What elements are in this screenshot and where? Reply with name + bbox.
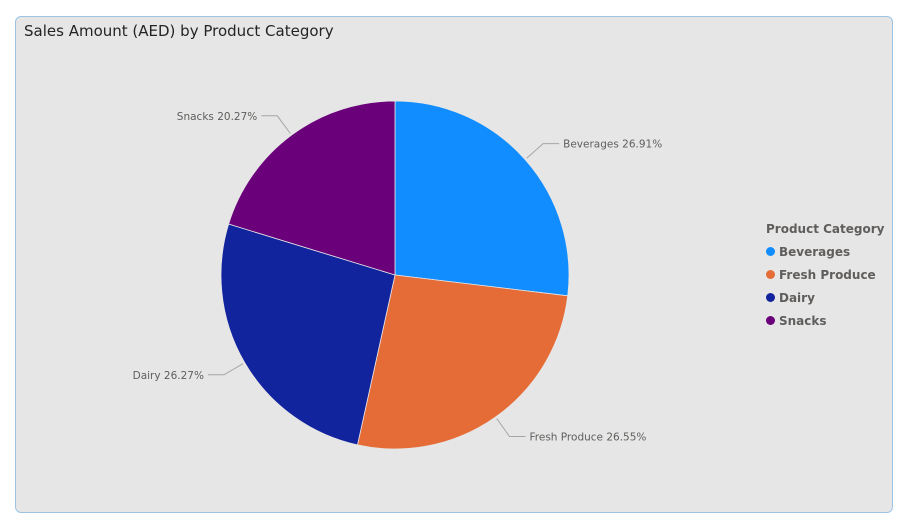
legend-label: Dairy (779, 290, 815, 305)
legend-item-beverages[interactable]: Beverages (766, 240, 884, 263)
data-label-dairy: Dairy 26.27% (133, 370, 204, 382)
legend: Product Category Beverages Fresh Produce D… (766, 222, 884, 332)
legend-label: Beverages (779, 244, 851, 259)
legend-marker-icon (766, 293, 775, 302)
pie-slice-snacks[interactable] (228, 100, 396, 276)
legend-label: Fresh Produce (779, 267, 876, 282)
data-label-fresh-produce: Fresh Produce 26.55% (530, 432, 647, 444)
pie-slice-fresh-produce[interactable] (356, 274, 569, 450)
data-label-beverages: Beverages 26.91% (563, 139, 662, 151)
data-label-snacks: Snacks 20.27% (177, 111, 257, 123)
leader-line-fresh-produce (496, 418, 526, 438)
pie-slice-dairy[interactable] (220, 223, 396, 446)
legend-item-snacks[interactable]: Snacks (766, 309, 884, 332)
legend-marker-icon (766, 270, 775, 279)
leader-line-beverages (526, 143, 560, 159)
legend-item-fresh-produce[interactable]: Fresh Produce (766, 263, 884, 286)
legend-title: Product Category (766, 222, 885, 236)
legend-marker-icon (766, 316, 775, 325)
leader-line-snacks (261, 115, 291, 134)
legend-marker-icon (766, 247, 775, 256)
pie-chart: Beverages 26.91% Fresh Produce 26.55% Dair… (133, 100, 662, 450)
pie-slice-beverages[interactable] (394, 100, 570, 297)
legend-label: Snacks (779, 313, 827, 328)
pie-chart-visual: Sales Amount (AED) by Product Category B… (15, 16, 893, 513)
leader-line-dairy (207, 363, 244, 376)
chart-title: Sales Amount (AED) by Product Category (24, 22, 334, 40)
legend-item-dairy[interactable]: Dairy (766, 286, 884, 309)
